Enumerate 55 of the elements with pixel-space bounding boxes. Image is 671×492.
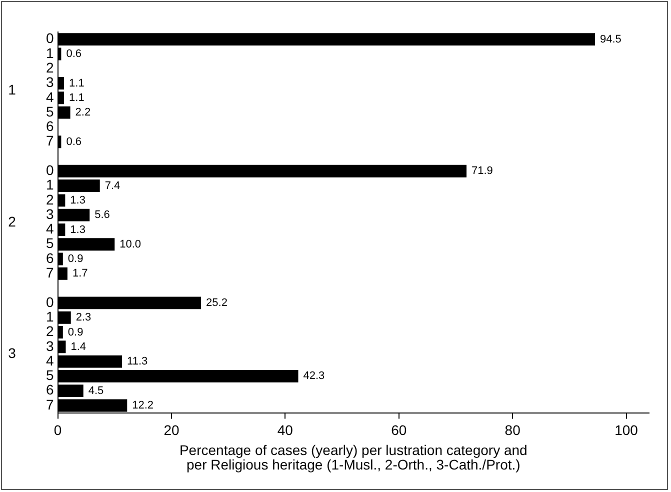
y-tick-label: 0 <box>46 294 54 310</box>
x-tick-label: 100 <box>614 422 638 438</box>
y-tick-label: 7 <box>46 396 54 412</box>
data-label: 1.7 <box>72 268 88 280</box>
data-label: 1.3 <box>70 194 86 206</box>
y-tick-label: 7 <box>46 264 54 281</box>
data-label: 4.5 <box>88 384 104 397</box>
y-tick-label: 1 <box>46 308 54 324</box>
data-label: 1.4 <box>70 340 86 353</box>
y-tick-label: 5 <box>46 367 54 384</box>
x-tick-label: 40 <box>277 422 294 438</box>
data-label: 11.3 <box>127 356 148 368</box>
data-label: 1.1 <box>69 77 84 90</box>
y-tick-label: 2 <box>46 323 54 340</box>
data-label: 7.4 <box>104 180 120 192</box>
y-tick-label: 6 <box>46 250 54 266</box>
text: 1 <box>8 81 16 98</box>
y-tick-label: 5 <box>46 235 54 252</box>
data-label: 1.1 <box>69 92 84 104</box>
data-label: 0.9 <box>68 253 84 266</box>
y-tick-label: 1 <box>46 176 54 193</box>
y-tick-label: 4 <box>46 88 54 105</box>
y-tick-label: 5 <box>46 103 54 120</box>
data-label: 0.9 <box>68 326 84 338</box>
data-label: 71.9 <box>472 165 493 178</box>
y-tick-label: 1 <box>46 44 54 61</box>
data-label: 2.3 <box>76 312 92 324</box>
data-label: 0.6 <box>66 48 82 60</box>
x-tick-label: 80 <box>504 422 521 438</box>
y-tick-label: 2 <box>46 191 54 208</box>
y-tick-label: 6 <box>46 118 54 134</box>
y-tick-label: 3 <box>46 338 54 354</box>
x-axis-title: Percentage of cases (yearly) per lustration category and per Religious heritage (1-Musl., 2-Orth., 3-Cath./Prot.) <box>179 442 528 473</box>
y-tick-label: 6 <box>46 382 54 398</box>
y-tick-label: 7 <box>46 132 54 149</box>
data-label: 10.0 <box>120 238 142 250</box>
y-tick-label: 0 <box>46 30 54 46</box>
data-label: 1.3 <box>70 224 86 236</box>
data-label: 5.6 <box>94 209 110 222</box>
data-label: 0.6 <box>66 136 82 148</box>
y-tick-label: 2 <box>46 59 54 76</box>
y-tick-label: 3 <box>46 74 54 90</box>
text: 2 <box>8 213 16 230</box>
y-tick-label: 4 <box>46 220 54 237</box>
x-tick-label: 20 <box>164 422 180 438</box>
data-label: 25.2 <box>206 296 228 309</box>
text: 3 <box>8 345 16 362</box>
x-tick-label: 60 <box>391 422 407 438</box>
data-label: 2.2 <box>75 106 91 119</box>
data-label: 42.3 <box>303 370 325 382</box>
y-tick-label: 0 <box>46 162 54 178</box>
data-label: 12.2 <box>132 400 154 412</box>
data-label: 94.5 <box>600 33 622 46</box>
y-tick-label: 3 <box>46 206 54 222</box>
y-tick-label: 4 <box>46 352 54 368</box>
